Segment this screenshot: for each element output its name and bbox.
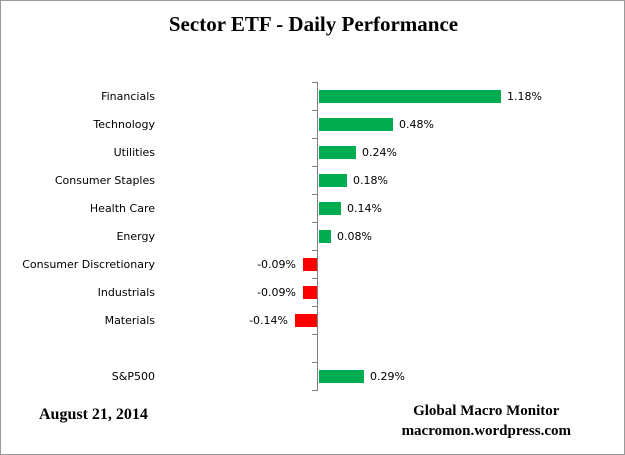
value-label: 0.48% [399,118,434,131]
axis-tick [312,166,318,167]
y-axis-line [317,82,318,390]
bar [319,146,356,159]
category-label: Financials [101,90,155,103]
category-label: Health Care [89,202,155,215]
bar [319,230,331,243]
value-label: 0.24% [362,146,397,159]
category-label: Technology [93,118,155,131]
category-label: Materials [104,314,155,327]
axis-tick [312,334,318,335]
chart-title: Sector ETF - Daily Performance [168,12,459,36]
axis-tick [312,278,318,279]
axis-tick [312,306,318,307]
value-label: -0.09% [257,286,296,299]
value-label: 1.18% [507,90,542,103]
footer-source: Global Macro Monitor macromon.wordpress.… [402,401,571,441]
value-label: 0.08% [337,230,372,243]
source-name: Global Macro Monitor [413,403,560,419]
bar [303,258,317,271]
axis-tick [312,194,318,195]
value-label: -0.14% [249,314,288,327]
axis-tick [312,110,318,111]
value-label: 0.14% [347,202,382,215]
category-label: Industrials [97,286,155,299]
value-label: 0.18% [353,174,388,187]
value-label: 0.29% [370,370,405,383]
source-url: macromon.wordpress.com [401,423,571,439]
category-label: S&P500 [111,370,155,383]
category-label: Energy [116,230,155,243]
axis-tick [312,138,318,139]
axis-tick [312,390,318,391]
axis-tick [312,250,318,251]
bar [319,90,501,103]
bar [319,202,341,215]
bar [295,314,317,327]
bar [303,286,317,299]
footer-date: August 21, 2014 [39,406,148,423]
bar [319,370,364,383]
bar [319,174,347,187]
category-label: Consumer Discretionary [22,258,155,271]
axis-tick [312,222,318,223]
category-label: Consumer Staples [54,174,155,187]
value-label: -0.09% [257,258,296,271]
category-label: Utilities [113,146,155,159]
axis-tick [312,82,318,83]
axis-tick [312,362,318,363]
bar [319,118,393,131]
